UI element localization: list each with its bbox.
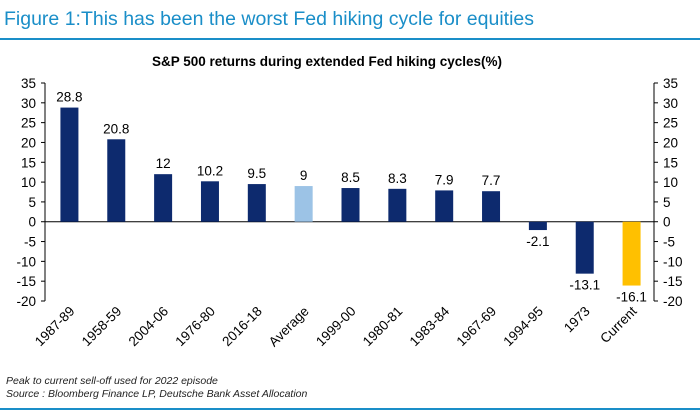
data-label-2004-06: 12 [156, 156, 171, 171]
bar-2004-06 [154, 174, 173, 222]
y-tick-label-left: 25 [21, 116, 36, 131]
source-line: Source : Bloomberg Finance LP, Deutsche … [6, 388, 308, 400]
y-tick-label-right: 0 [663, 215, 671, 230]
y-tick-label-right: -15 [663, 274, 683, 289]
y-tick-label-right: -20 [663, 294, 683, 309]
data-label-1976-80: 10.2 [197, 163, 223, 178]
data-label-2016-18: 9.5 [247, 166, 266, 181]
y-tick-label-left: 15 [21, 155, 36, 170]
data-label-Current: -16.1 [616, 290, 647, 305]
y-tick-label-left: -10 [16, 254, 36, 269]
data-label-1967-69: 7.7 [482, 173, 501, 188]
bar-1976-80 [200, 181, 219, 222]
y-tick-label-left: -5 [24, 235, 36, 250]
y-tick-label-left: 30 [21, 96, 36, 111]
x-tick-label-Current: Current [597, 303, 640, 346]
bar-1958-59 [107, 139, 126, 222]
data-label-1983-84: 7.9 [435, 172, 454, 187]
note-line: Peak to current sell-off used for 2022 e… [6, 375, 218, 387]
bar-Average [294, 186, 313, 222]
x-tick-label-2004-06: 2004-06 [126, 304, 172, 350]
category-labels: 1987-89 1958-59 2004-06 1976-80 2016-18 Avera… [32, 303, 640, 349]
data-labels: 28.8 20.8 12 10.2 9.5 9 8.5 8.3 7.9 7.7 -2.1 -13.1 -… [56, 90, 647, 305]
y-tick-label-left: -15 [16, 274, 36, 289]
bar-1999-00 [341, 188, 360, 222]
data-label-1994-95: -2.1 [526, 234, 549, 249]
bar-chart: S&P 500 returns during extended Fed hiki… [16, 54, 682, 350]
y-tick-label-left: 35 [21, 76, 36, 91]
y-tick-label-right: 10 [663, 175, 678, 190]
y-tick-label-right: 30 [663, 96, 678, 111]
y-tick-label-right: -5 [663, 235, 675, 250]
x-tick-label-2016-18: 2016-18 [219, 304, 265, 350]
chart-title: S&P 500 returns during extended Fed hiki… [152, 54, 502, 69]
bar-1973 [575, 221, 594, 274]
x-tick-label-1994-95: 1994-95 [500, 304, 546, 350]
y-tick-label-left: -20 [16, 294, 36, 309]
x-tick-label-1980-81: 1980-81 [360, 304, 406, 350]
bar-1987-89 [60, 107, 79, 222]
data-label-1973: -13.1 [569, 278, 600, 293]
x-tick-label-1967-69: 1967-69 [454, 304, 500, 350]
y-tick-label-right: -10 [663, 254, 683, 269]
bar-1983-84 [435, 190, 454, 222]
x-tick-label-Average: Average [266, 304, 312, 350]
data-label-1999-00: 8.5 [341, 170, 360, 185]
y-tick-label-right: 20 [663, 135, 678, 150]
x-tick-label-1999-00: 1999-00 [313, 304, 359, 350]
bar-1994-95 [528, 221, 547, 231]
chart-notes: Peak to current sell-off used for 2022 e… [6, 375, 307, 401]
bar-1967-69 [482, 191, 501, 222]
x-tick-label-1973: 1973 [561, 304, 593, 336]
data-label-1958-59: 20.8 [103, 121, 129, 136]
x-tick-label-1976-80: 1976-80 [172, 304, 218, 350]
data-label-1980-81: 8.3 [388, 171, 407, 186]
figure-title: Figure 1:This has been the worst Fed hik… [4, 8, 535, 30]
title-rule [0, 38, 700, 40]
chart-axes: 35 35 30 30 25 25 20 20 15 15 10 10 5 5 0 0 -5 -5 -10 -10 -1… [16, 76, 682, 309]
bar-Current [622, 221, 641, 286]
data-label-Average: 9 [300, 168, 308, 183]
x-tick-label-1958-59: 1958-59 [79, 304, 125, 350]
y-tick-label-left: 0 [28, 215, 36, 230]
y-tick-label-left: 10 [21, 175, 36, 190]
y-tick-label-right: 5 [663, 195, 671, 210]
y-tick-label-right: 25 [663, 116, 678, 131]
bar-1980-81 [388, 188, 407, 222]
x-tick-label-1987-89: 1987-89 [32, 304, 78, 350]
y-tick-label-right: 15 [663, 155, 678, 170]
y-tick-label-right: 35 [663, 76, 678, 91]
y-tick-label-left: 20 [21, 135, 36, 150]
bar-series [60, 107, 641, 286]
data-label-1987-89: 28.8 [56, 90, 82, 105]
x-tick-label-1983-84: 1983-84 [407, 303, 453, 349]
y-tick-label-left: 5 [28, 195, 36, 210]
bar-2016-18 [247, 184, 266, 222]
bottom-rule [0, 408, 700, 410]
